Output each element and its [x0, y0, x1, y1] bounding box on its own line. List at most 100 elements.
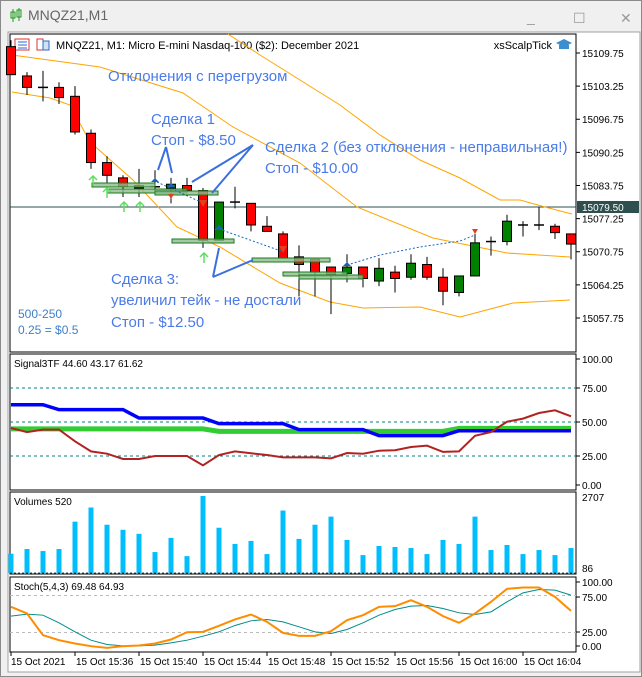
annotation-trade3-stop: Стоп - $12.50 [111, 314, 204, 331]
volume-bar [152, 552, 158, 573]
volume-bar [184, 556, 190, 573]
annotation-note-1: 500-250 [18, 307, 62, 321]
candle [454, 275, 464, 297]
candle [230, 186, 240, 209]
volume-bar [88, 507, 94, 573]
list-icon[interactable] [14, 38, 30, 51]
trade-box [171, 238, 235, 244]
annotation-arrow [191, 144, 254, 183]
annotation-arrow [212, 247, 220, 278]
candle [374, 258, 384, 287]
candle-body [70, 95, 80, 133]
bollinger-upper-band [227, 33, 573, 215]
annotation-trade3-note: увеличил тейк - не достали [111, 292, 301, 309]
volumes-legend: Volumes 520 [14, 497, 72, 508]
time-tick-label: 15 Oct 15:56 [396, 657, 454, 668]
expert-name: xsScalpTick [494, 40, 553, 52]
candle [550, 223, 560, 240]
window-title: MNQZ21,M1 [28, 7, 108, 23]
time-tick-label: 15 Oct 15:52 [332, 657, 390, 668]
entry-arrow-icon [151, 178, 159, 182]
price-tick-label: 15096.75 [582, 115, 624, 126]
entry-arrow-icon [214, 225, 224, 230]
candle-body [86, 132, 96, 164]
stoch-tick-label: 75.00 [582, 593, 607, 604]
signal-tick-label: 25.00 [582, 452, 607, 463]
volume-bar [504, 544, 510, 573]
volume-bar [312, 524, 318, 573]
price-tick-label: 15064.25 [582, 281, 624, 292]
annotation-trade1: Сделка 1 [151, 111, 215, 128]
candle [422, 256, 432, 280]
main-panel[interactable] [9, 33, 577, 353]
signal3tf-red-line [10, 409, 572, 467]
candle [502, 214, 512, 246]
annotation-note-2: 0.25 = $0.5 [18, 323, 79, 337]
buy-arrow-icon [102, 186, 112, 198]
current-price-label: 15079.50 [582, 203, 624, 214]
candle-body [454, 275, 464, 294]
volume-bar [520, 554, 526, 573]
entry-arrow-icon [167, 183, 175, 187]
candle-body [470, 242, 480, 277]
buy-arrow-icon [88, 174, 98, 186]
signal3tf-blue-line [11, 402, 571, 438]
exit-arrow-icon [279, 246, 287, 253]
graduation-cap-icon[interactable] [556, 39, 572, 49]
trade-link-line [346, 234, 476, 266]
time-tick-label: 15 Oct 15:36 [76, 657, 134, 668]
candle-body [422, 263, 432, 278]
candle [406, 254, 416, 280]
trade-box [91, 182, 156, 188]
signal3tf-green-line [11, 425, 571, 434]
volume-tick-label: 2707 [582, 493, 605, 504]
minimize-button[interactable]: _ [526, 9, 535, 25]
volumes-panel[interactable] [9, 491, 577, 575]
price-tick-label: 15103.25 [582, 82, 624, 93]
volume-bar [408, 548, 414, 573]
stoch-tick-label: 0.00 [582, 642, 602, 653]
candle-body [550, 225, 560, 234]
volume-bar [344, 539, 350, 573]
stoch-legend: Stoch(5,4,3) 69.48 64.93 [14, 582, 125, 593]
signal3tf-legend: Signal3TF 44.60 43.17 61.62 [14, 359, 143, 370]
volume-bar [56, 549, 62, 573]
volume-bar [232, 543, 238, 573]
candle-body [6, 46, 16, 76]
annotation-trade2-stop: Стоп - $10.00 [265, 160, 358, 177]
volume-bar [200, 496, 206, 573]
price-tick-label: 15057.75 [582, 314, 624, 325]
volume-bar [472, 516, 478, 573]
current-price-tag [577, 201, 639, 213]
time-tick-label: 15 Oct 2021 [11, 657, 66, 668]
volume-bar [424, 554, 430, 573]
signal-tick-label: 100.00 [582, 355, 613, 366]
price-tick-label: 15077.25 [582, 215, 624, 226]
data-window-icon[interactable] [36, 38, 50, 51]
stoch-panel[interactable] [9, 576, 577, 653]
buy-arrow-icon [119, 200, 129, 212]
price-tick-label: 15090.25 [582, 148, 624, 159]
candle [38, 70, 48, 102]
buy-arrow-icon [135, 200, 145, 212]
trade-link-line [156, 181, 204, 204]
volume-bar [552, 555, 558, 573]
annotation-arrow [211, 144, 254, 194]
price-tick-label: 15070.75 [582, 248, 624, 259]
annotation-title: Отклонения с перегрузом [108, 68, 287, 85]
volume-bar [456, 543, 462, 573]
candle-body [438, 276, 448, 292]
candle-body [406, 262, 416, 278]
volume-bar [536, 550, 542, 573]
trade-box [298, 274, 364, 280]
close-button[interactable]: ✕ [620, 10, 632, 26]
volume-bar [280, 510, 286, 573]
volume-bar [488, 550, 494, 573]
maximize-button[interactable]: ☐ [573, 10, 586, 26]
candle-body [246, 202, 256, 226]
volume-bar [264, 554, 270, 573]
annotation-trade2: Сделка 2 (без отклонения - неправильная!… [265, 139, 567, 156]
volume-bar [440, 539, 446, 573]
time-tick-label: 15 Oct 15:40 [140, 657, 198, 668]
